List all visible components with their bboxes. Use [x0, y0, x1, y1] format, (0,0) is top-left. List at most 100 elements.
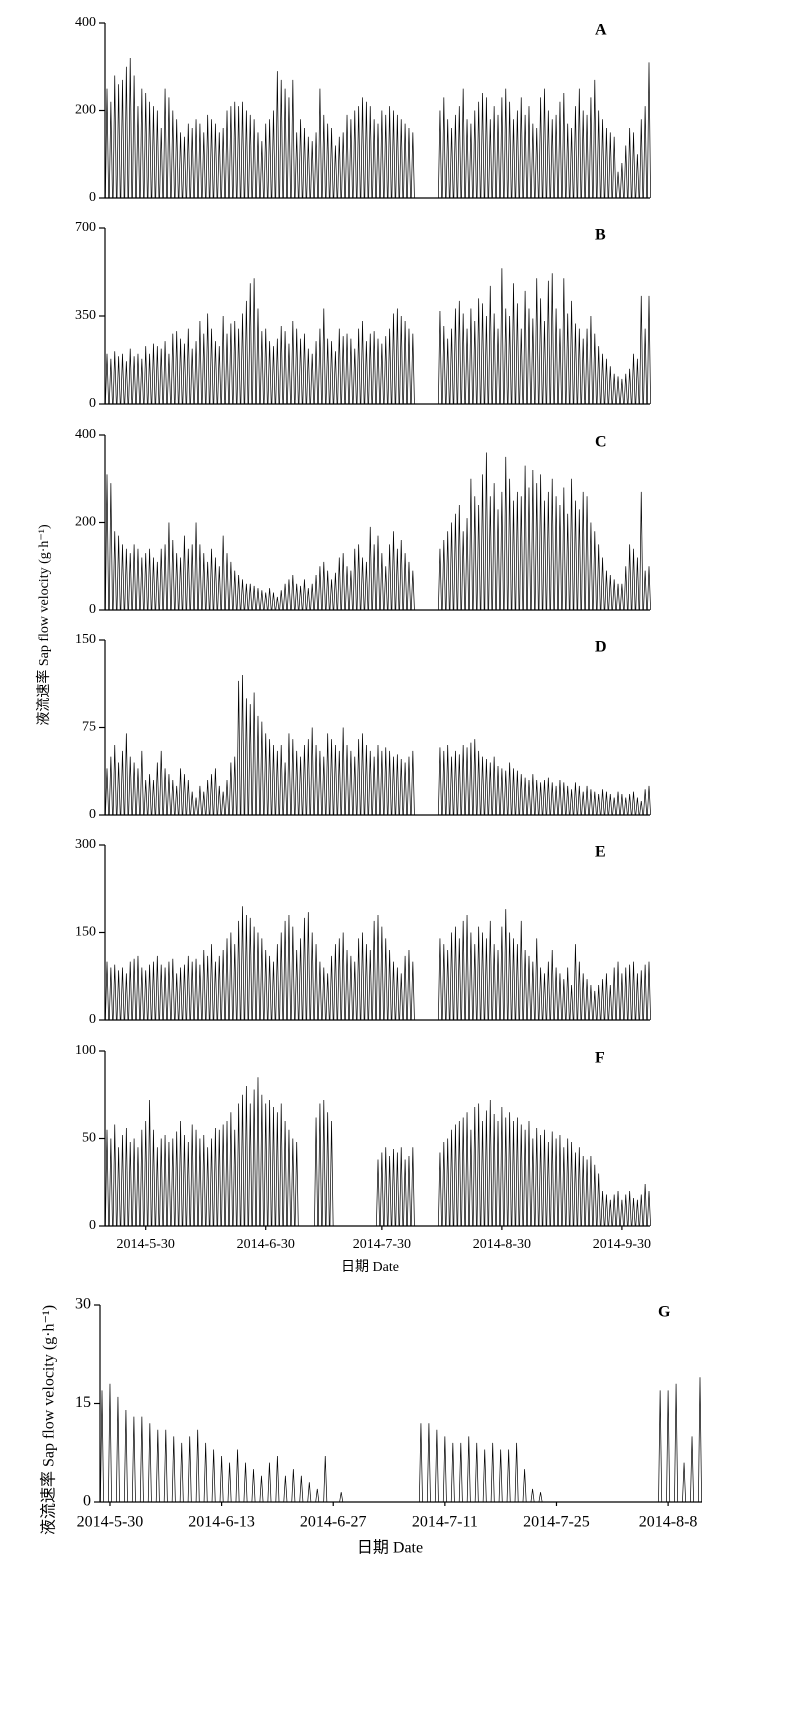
spike [345, 566, 349, 611]
spike [538, 782, 543, 816]
spike [383, 1147, 388, 1227]
spike [263, 328, 268, 405]
spike [228, 561, 233, 611]
spike [468, 478, 473, 611]
spike [472, 496, 477, 611]
spike [209, 328, 214, 405]
spike [588, 984, 593, 1021]
spike [465, 518, 469, 611]
x-tick-label: 2014-6-27 [300, 1514, 367, 1531]
spike [542, 779, 547, 816]
x-tick-label: 2014-6-30 [237, 1237, 295, 1252]
spike [263, 949, 268, 1021]
spike [139, 750, 144, 816]
spike [147, 1099, 152, 1227]
spike [275, 71, 280, 199]
spike [147, 101, 152, 199]
spike [151, 557, 156, 611]
spike [472, 321, 477, 405]
spike [507, 762, 512, 816]
spike [221, 949, 226, 1021]
spike [271, 592, 276, 611]
spike [619, 378, 624, 405]
spike [437, 747, 442, 816]
spike [507, 101, 512, 199]
spike [325, 338, 330, 405]
spike [457, 1120, 462, 1227]
spike [205, 955, 210, 1021]
spike [554, 967, 559, 1021]
spike [604, 358, 609, 405]
spike [387, 750, 392, 816]
spike [391, 531, 396, 611]
spike [546, 777, 551, 816]
spike [569, 127, 574, 199]
spike [647, 566, 651, 611]
spike [619, 162, 624, 199]
spike [399, 973, 404, 1021]
spike [635, 154, 640, 199]
spike [519, 920, 524, 1021]
spike [325, 1112, 330, 1227]
spike [639, 295, 644, 405]
spike [461, 1117, 466, 1227]
spike [592, 1164, 597, 1227]
spike [546, 491, 551, 611]
spike [267, 1462, 272, 1503]
spike [105, 474, 109, 611]
spike [507, 932, 512, 1021]
spike [364, 561, 369, 611]
spike [174, 973, 179, 1021]
spike [186, 955, 191, 1021]
spike [498, 1449, 503, 1503]
spike [143, 92, 148, 199]
spike [588, 315, 593, 405]
spike [577, 88, 582, 199]
spike [387, 1155, 392, 1227]
spike [287, 733, 291, 816]
spike [339, 1492, 344, 1503]
spike [341, 932, 346, 1021]
spike [465, 1112, 469, 1227]
spike [348, 570, 353, 611]
spike [310, 141, 315, 199]
spike [298, 119, 303, 199]
spike [219, 1456, 224, 1503]
spike [585, 1159, 590, 1227]
spike [410, 1147, 415, 1227]
spike [275, 596, 280, 611]
spike [178, 768, 183, 816]
spike [213, 1127, 218, 1227]
spike [306, 912, 311, 1021]
spike [251, 1469, 256, 1503]
spike [476, 504, 481, 611]
spike [527, 1120, 531, 1227]
spike [329, 739, 334, 816]
spike [596, 544, 601, 611]
spike [403, 553, 408, 611]
spike [364, 944, 369, 1021]
spike [352, 110, 357, 199]
spike [538, 967, 543, 1021]
spike [437, 1152, 442, 1227]
spike [302, 917, 307, 1021]
spike [499, 768, 504, 816]
spike [585, 114, 590, 199]
spike [647, 62, 651, 199]
spike [352, 961, 357, 1021]
spike [484, 97, 489, 199]
spike [550, 119, 555, 199]
spike [128, 348, 133, 405]
spike [307, 1482, 312, 1503]
spike [120, 79, 125, 199]
spike [159, 348, 164, 405]
spike [205, 114, 210, 199]
spike [619, 1199, 624, 1227]
spike [376, 123, 380, 199]
spike [352, 348, 357, 405]
spike [588, 522, 593, 611]
spike [283, 1475, 288, 1503]
spike [259, 938, 264, 1021]
y-tick-label: 0 [89, 807, 96, 822]
spike [279, 1103, 284, 1227]
